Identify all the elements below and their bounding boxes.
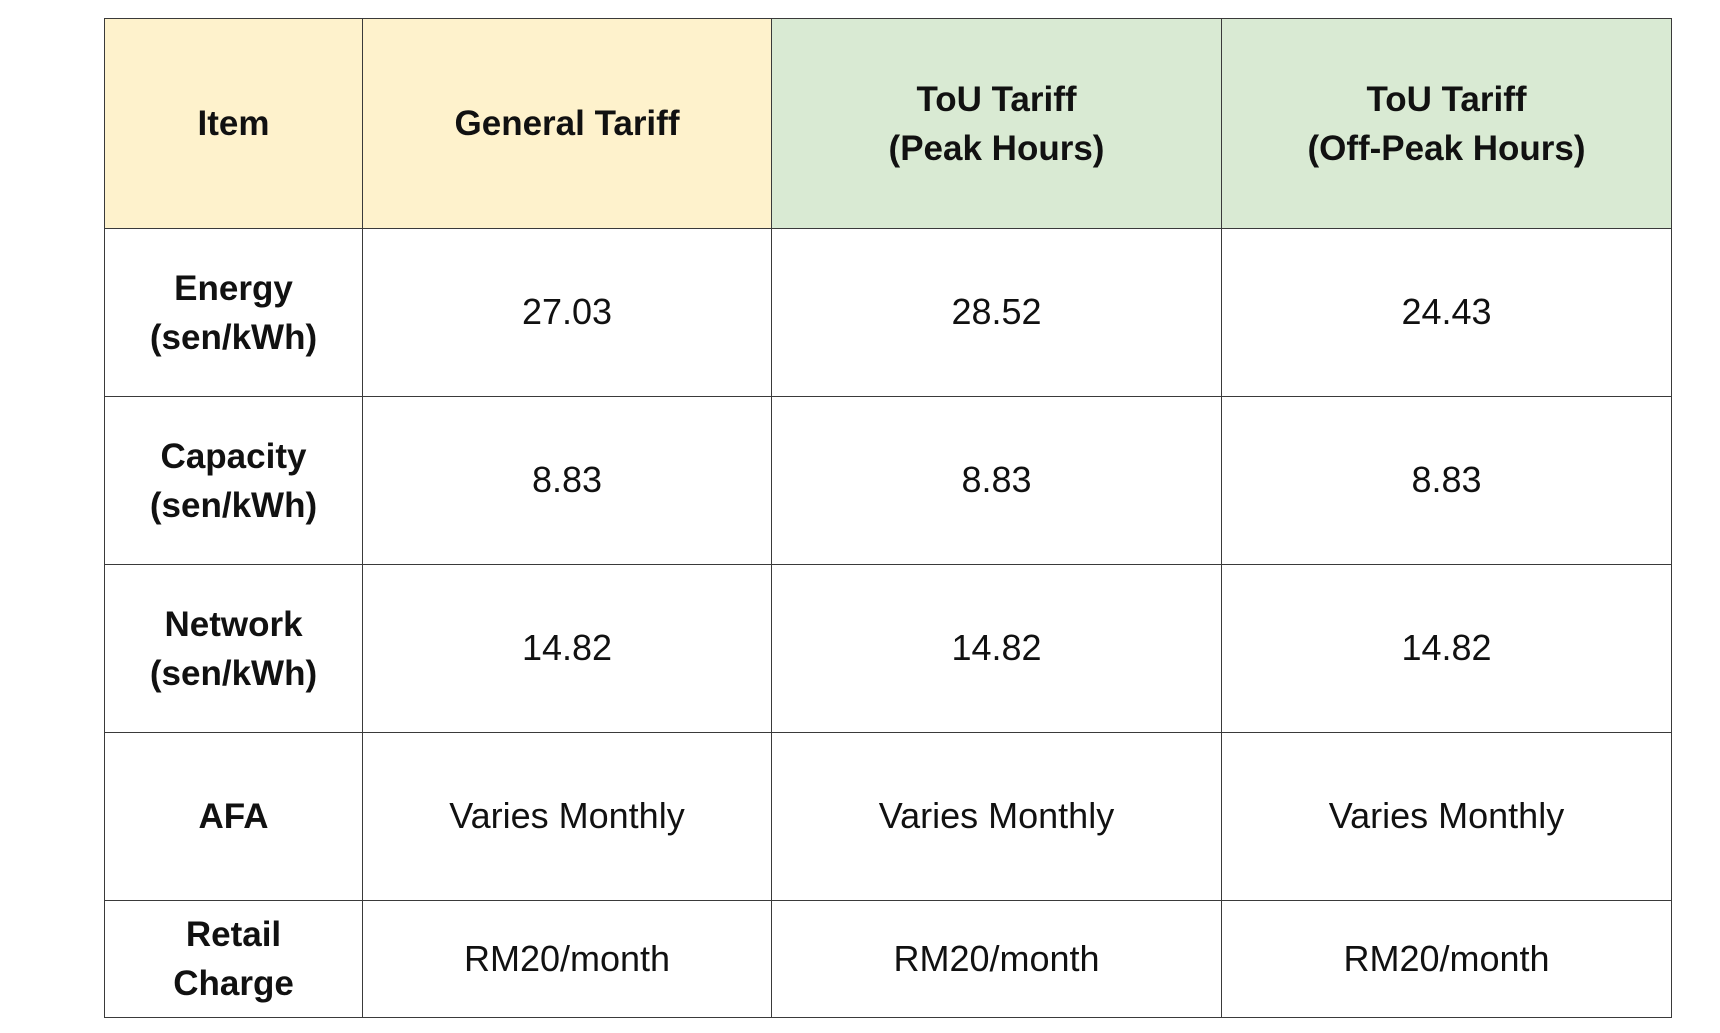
cell-capacity-peak: 8.83 xyxy=(771,396,1222,565)
cell-capacity-general: 8.83 xyxy=(362,396,772,565)
header-row: Item General Tariff ToU Tariff (Peak Hou… xyxy=(104,18,1672,229)
row-label-line2: (sen/kWh) xyxy=(149,653,318,693)
header-offpeak-line1: ToU Tariff xyxy=(1366,79,1527,119)
row-label-afa: AFA xyxy=(104,732,363,901)
table-row-afa: AFA Varies Monthly Varies Monthly Varies… xyxy=(104,732,1672,901)
header-offpeak-line2: (Off-Peak Hours) xyxy=(1307,128,1586,168)
cell-afa-peak: Varies Monthly xyxy=(771,732,1222,901)
cell-retail-offpeak: RM20/month xyxy=(1221,900,1672,1018)
row-label-line2: (sen/kWh) xyxy=(149,317,318,357)
row-label-capacity: Capacity (sen/kWh) xyxy=(104,396,363,565)
cell-energy-general: 27.03 xyxy=(362,228,772,397)
row-label-line2: Charge xyxy=(173,964,294,1003)
row-label-line1: Retail xyxy=(185,915,282,954)
tariff-comparison-table: Item General Tariff ToU Tariff (Peak Hou… xyxy=(104,18,1672,1018)
header-general-text: General Tariff xyxy=(454,104,680,143)
table-row-energy: Energy (sen/kWh) 27.03 28.52 24.43 xyxy=(104,228,1672,397)
header-item: Item xyxy=(104,18,363,229)
header-tou-offpeak: ToU Tariff (Off-Peak Hours) xyxy=(1221,18,1672,229)
row-label-line1: Energy xyxy=(174,268,293,308)
cell-capacity-offpeak: 8.83 xyxy=(1221,396,1672,565)
cell-energy-peak: 28.52 xyxy=(771,228,1222,397)
table-row-capacity: Capacity (sen/kWh) 8.83 8.83 8.83 xyxy=(104,396,1672,565)
header-tou-peak: ToU Tariff (Peak Hours) xyxy=(771,18,1222,229)
cell-network-offpeak: 14.82 xyxy=(1221,564,1672,733)
row-label-network: Network (sen/kWh) xyxy=(104,564,363,733)
table-row-retail-charge: Retail Charge RM20/month RM20/month RM20… xyxy=(104,900,1672,1018)
cell-retail-peak: RM20/month xyxy=(771,900,1222,1018)
header-general-tariff: General Tariff xyxy=(362,18,772,229)
header-peak-line2: (Peak Hours) xyxy=(888,128,1105,168)
row-label-line1: Capacity xyxy=(160,436,307,476)
table-row-network: Network (sen/kWh) 14.82 14.82 14.82 xyxy=(104,564,1672,733)
header-item-text: Item xyxy=(197,104,270,143)
row-label-line1: AFA xyxy=(198,797,269,836)
row-label-line2: (sen/kWh) xyxy=(149,485,318,525)
cell-network-peak: 14.82 xyxy=(771,564,1222,733)
cell-network-general: 14.82 xyxy=(362,564,772,733)
row-label-line1: Network xyxy=(164,604,303,644)
cell-afa-offpeak: Varies Monthly xyxy=(1221,732,1672,901)
cell-afa-general: Varies Monthly xyxy=(362,732,772,901)
row-label-retail-charge: Retail Charge xyxy=(104,900,363,1018)
cell-retail-general: RM20/month xyxy=(362,900,772,1018)
row-label-energy: Energy (sen/kWh) xyxy=(104,228,363,397)
header-peak-line1: ToU Tariff xyxy=(916,79,1077,119)
cell-energy-offpeak: 24.43 xyxy=(1221,228,1672,397)
